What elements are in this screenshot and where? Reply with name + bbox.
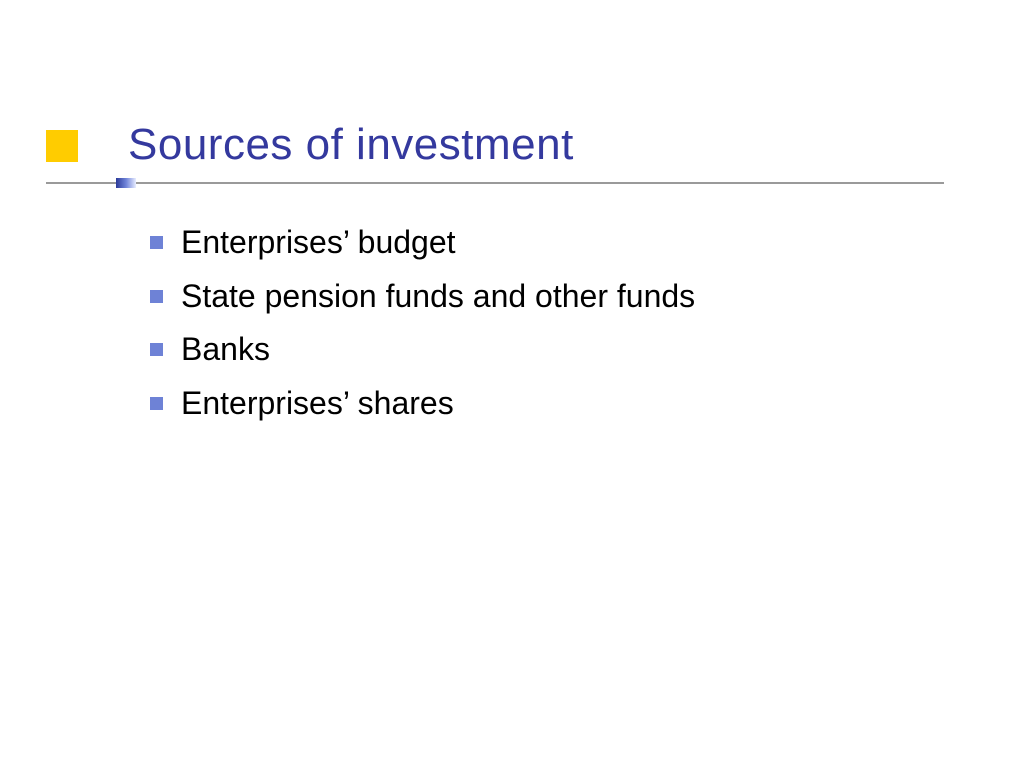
bullet-list: Enterprises’ budget State pension funds … [150, 222, 920, 436]
bullet-icon [150, 343, 163, 356]
list-item-text: Enterprises’ budget [181, 222, 456, 264]
list-item-text: Enterprises’ shares [181, 383, 454, 425]
list-item: State pension funds and other funds [150, 276, 920, 318]
list-item-text: Banks [181, 329, 270, 371]
list-item: Enterprises’ shares [150, 383, 920, 425]
rule-line [46, 182, 944, 184]
bullet-icon [150, 290, 163, 303]
list-item: Enterprises’ budget [150, 222, 920, 264]
accent-square [46, 130, 78, 162]
title-rule [46, 178, 944, 188]
slide-title: Sources of investment [128, 120, 574, 170]
list-item-text: State pension funds and other funds [181, 276, 695, 318]
rule-knob [116, 178, 136, 188]
slide: Sources of investment Enterprises’ budge… [0, 0, 1024, 768]
list-item: Banks [150, 329, 920, 371]
bullet-icon [150, 397, 163, 410]
bullet-icon [150, 236, 163, 249]
